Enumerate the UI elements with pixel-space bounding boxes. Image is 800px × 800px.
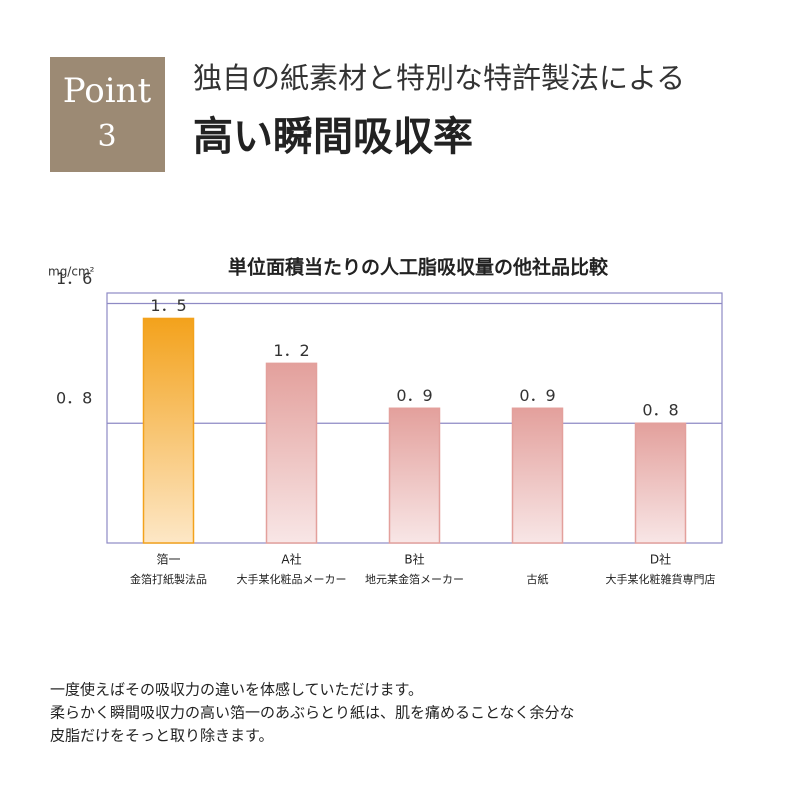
x-tick-description: 大手某化粧雑貨専門店 (606, 572, 716, 586)
x-tick-description: 金箔打紙製法品 (130, 572, 207, 586)
x-tick-label: B社 (404, 552, 424, 567)
y-tick-label: 1．6 (56, 269, 92, 288)
value-label: 0．9 (519, 386, 555, 405)
bar (388, 407, 441, 544)
body-text: 柔らかく瞬間吸収力の高い箔一のあぶらとり紙は、肌を痛めることなく余分な (50, 704, 575, 722)
x-tick-label: A社 (281, 552, 301, 567)
badge-text: Point (63, 71, 152, 111)
value-label: 1．2 (273, 341, 309, 360)
value-label: 1．5 (150, 296, 186, 315)
x-tick-label: 箔一 (156, 552, 180, 567)
bar (634, 422, 687, 544)
bar (265, 362, 318, 544)
x-tick-description: 地元某金箔メーカー (365, 572, 464, 586)
bar (142, 317, 195, 544)
lead: 独自の紙素材と特別な特許製法による (193, 61, 685, 95)
x-tick-description: 古紙 (527, 572, 549, 586)
badge (50, 57, 165, 172)
y-axis-label: mg/cm² (48, 265, 95, 279)
value-label: 0．9 (396, 386, 432, 405)
headline: 高い瞬間吸収率 (193, 113, 473, 160)
badge-number: 3 (97, 119, 116, 154)
bar (511, 407, 564, 544)
body-text: 一度使えばその吸収力の違いを体感していただけます。 (50, 681, 423, 699)
chart-title: 単位面積当たりの人工脂吸収量の他社品比較 (228, 256, 609, 279)
body-text: 皮脂だけをそっと取り除きます。 (50, 727, 274, 745)
x-tick-label: D社 (650, 552, 671, 567)
x-tick-description: 大手某化粧品メーカー (237, 572, 347, 586)
y-tick-label: 0．8 (56, 389, 92, 408)
value-label: 0．8 (642, 401, 678, 420)
